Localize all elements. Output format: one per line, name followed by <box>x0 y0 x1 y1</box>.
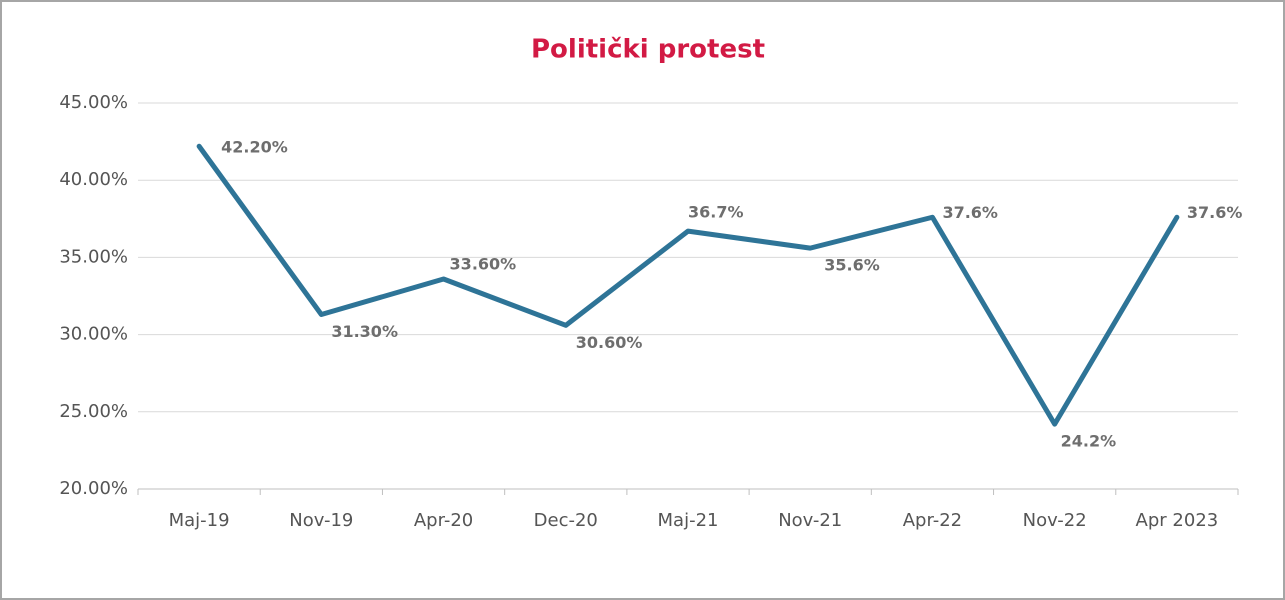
x-tick-label: Nov-19 <box>289 510 353 531</box>
data-label: 30.60% <box>576 333 643 352</box>
x-tick-label: Dec-20 <box>534 510 598 531</box>
x-tick-label: Apr-22 <box>903 510 962 531</box>
x-tick-label: Nov-21 <box>778 510 842 531</box>
y-tick-label: 45.00% <box>59 92 128 113</box>
x-tick-label: Apr-20 <box>414 510 473 531</box>
y-tick-label: 20.00% <box>59 478 128 499</box>
data-label: 33.60% <box>450 255 517 274</box>
data-label: 36.7% <box>688 203 744 222</box>
chart-title: Politički protest <box>531 35 765 65</box>
data-label: 24.2% <box>1061 432 1117 451</box>
data-label: 42.20% <box>221 138 288 157</box>
x-tick-label: Maj-21 <box>658 510 719 531</box>
data-label: 31.30% <box>331 322 398 341</box>
x-tick-label: Apr 2023 <box>1136 510 1219 531</box>
y-tick-label: 25.00% <box>59 401 128 422</box>
y-tick-label: 30.00% <box>59 324 128 345</box>
data-label: 37.6% <box>1187 203 1243 222</box>
x-tick-label: Maj-19 <box>169 510 230 531</box>
data-label: 37.6% <box>942 203 998 222</box>
y-tick-label: 35.00% <box>59 246 128 267</box>
y-tick-label: 40.00% <box>59 169 128 190</box>
line-series <box>196 143 1180 427</box>
x-tick-label: Nov-22 <box>1023 510 1087 531</box>
data-label: 35.6% <box>824 256 880 275</box>
